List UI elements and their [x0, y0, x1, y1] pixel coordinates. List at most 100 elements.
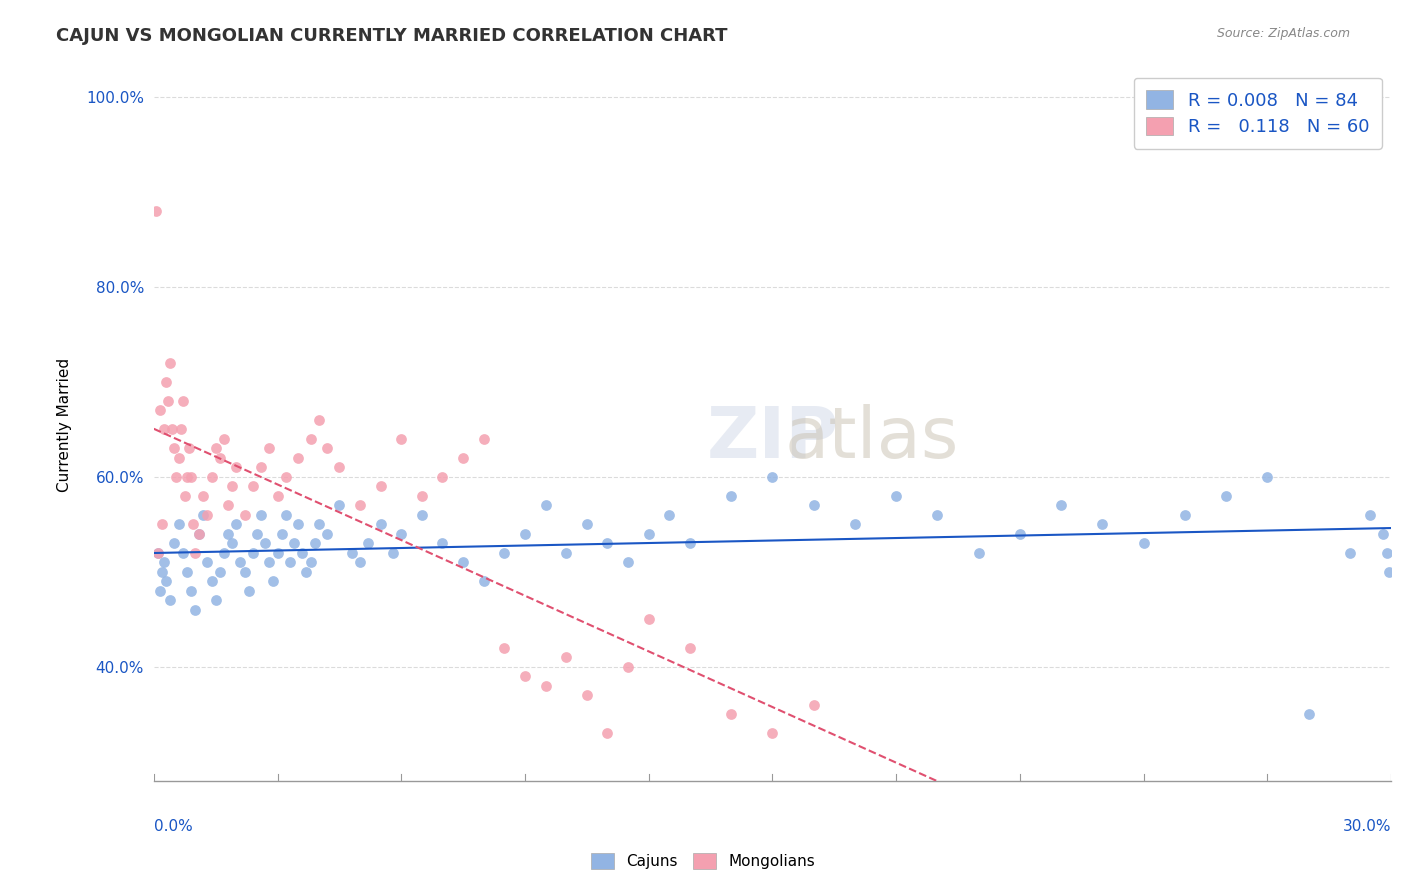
Point: [180, 583, 202, 598]
Point: [176, 470, 198, 484]
Point: [1174, 508, 1197, 522]
Point: [163, 536, 186, 550]
Text: 0.0%: 0.0%: [153, 819, 193, 834]
Point: [172, 546, 194, 560]
Point: [299, 555, 322, 569]
Point: [299, 432, 322, 446]
Point: [304, 536, 326, 550]
Point: [472, 574, 495, 589]
Point: [155, 574, 177, 589]
Point: [513, 669, 536, 683]
Point: [184, 603, 207, 617]
Point: [167, 517, 190, 532]
Point: [295, 565, 318, 579]
Point: [200, 470, 222, 484]
Point: [217, 526, 239, 541]
Point: [200, 574, 222, 589]
Point: [159, 593, 181, 607]
Point: [181, 517, 204, 532]
Point: [242, 479, 264, 493]
Point: [1339, 546, 1361, 560]
Point: [212, 546, 235, 560]
Point: [316, 442, 339, 456]
Point: [197, 508, 219, 522]
Point: [658, 508, 681, 522]
Point: [534, 499, 557, 513]
Point: [617, 555, 640, 569]
Point: [274, 508, 297, 522]
Point: [169, 422, 191, 436]
Point: [370, 479, 392, 493]
Point: [389, 432, 412, 446]
Point: [225, 517, 247, 532]
Text: ZIP: ZIP: [706, 404, 838, 474]
Point: [575, 517, 598, 532]
Text: 30.0%: 30.0%: [1343, 819, 1391, 834]
Point: [193, 508, 215, 522]
Point: [575, 688, 598, 702]
Point: [513, 526, 536, 541]
Point: [193, 489, 215, 503]
Point: [150, 565, 173, 579]
Point: [254, 536, 277, 550]
Point: [153, 422, 176, 436]
Point: [432, 536, 454, 550]
Point: [389, 526, 412, 541]
Text: atlas: atlas: [785, 404, 959, 474]
Point: [1375, 546, 1398, 560]
Point: [188, 526, 211, 541]
Point: [1256, 470, 1278, 484]
Point: [884, 489, 907, 503]
Point: [153, 555, 176, 569]
Point: [1360, 508, 1382, 522]
Point: [316, 526, 339, 541]
Point: [349, 555, 371, 569]
Point: [188, 526, 211, 541]
Point: [534, 679, 557, 693]
Point: [328, 460, 350, 475]
Y-axis label: Currently Married: Currently Married: [58, 358, 72, 491]
Point: [1378, 565, 1400, 579]
Point: [340, 546, 363, 560]
Point: [176, 565, 198, 579]
Point: [180, 470, 202, 484]
Point: [679, 536, 702, 550]
Point: [155, 375, 177, 389]
Point: [172, 393, 194, 408]
Point: [1215, 489, 1237, 503]
Point: [250, 460, 273, 475]
Point: [803, 499, 825, 513]
Point: [720, 489, 742, 503]
Point: [967, 546, 990, 560]
Legend: R = 0.008   N = 84, R =   0.118   N = 60: R = 0.008 N = 84, R = 0.118 N = 60: [1133, 78, 1382, 149]
Point: [197, 555, 219, 569]
Point: [382, 546, 405, 560]
Point: [270, 526, 292, 541]
Point: [596, 536, 619, 550]
Point: [1050, 499, 1073, 513]
Point: [146, 546, 169, 560]
Point: [411, 508, 433, 522]
Point: [287, 450, 309, 465]
Point: [262, 574, 284, 589]
Point: [451, 555, 474, 569]
Point: [184, 546, 207, 560]
Point: [278, 555, 301, 569]
Point: [451, 450, 474, 465]
Point: [159, 356, 181, 370]
Point: [233, 565, 256, 579]
Point: [555, 650, 578, 665]
Point: [146, 546, 169, 560]
Point: [242, 546, 264, 560]
Point: [761, 726, 783, 740]
Point: [1298, 707, 1320, 722]
Point: [208, 565, 231, 579]
Point: [679, 640, 702, 655]
Point: [259, 442, 281, 456]
Point: [308, 517, 330, 532]
Text: Source: ZipAtlas.com: Source: ZipAtlas.com: [1216, 27, 1350, 40]
Point: [149, 403, 172, 417]
Point: [225, 460, 247, 475]
Point: [212, 432, 235, 446]
Point: [1008, 526, 1031, 541]
